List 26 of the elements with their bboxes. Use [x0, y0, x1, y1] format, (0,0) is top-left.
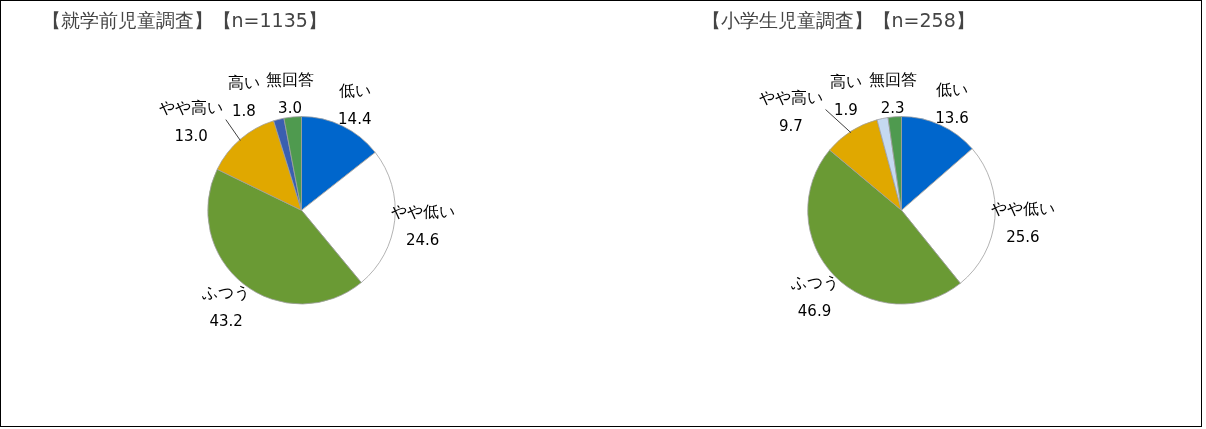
- data-label: 13.0: [174, 127, 208, 146]
- data-label: 9.7: [778, 117, 803, 136]
- data-label: 13.6: [935, 109, 969, 128]
- slice-label: ふつう: [789, 272, 839, 292]
- data-label: 14.4: [338, 110, 372, 129]
- slice-label: 低い: [338, 81, 371, 101]
- data-label: 25.6: [1006, 228, 1040, 247]
- slice-label: やや高い: [758, 88, 823, 108]
- slice-label: 高い: [829, 71, 862, 91]
- data-label: 24.6: [405, 230, 440, 249]
- slice-label: 低い: [936, 79, 968, 99]
- data-label: 2.3: [880, 98, 905, 117]
- data-label: 46.9: [797, 301, 832, 320]
- slice-label: やや高い: [159, 98, 224, 118]
- slice-label: ふつう: [201, 282, 251, 302]
- slice-label: やや低い: [990, 199, 1055, 219]
- slice-label: 無回答: [868, 69, 917, 89]
- data-label: 1.8: [231, 101, 256, 120]
- chart-title: 【小学生児童調査】【n=258】: [701, 8, 975, 31]
- chart-title: 【就学前児童調査】【n=1135】: [41, 8, 327, 31]
- data-label: 43.2: [209, 311, 243, 330]
- data-label: 1.9: [833, 100, 858, 119]
- data-label: 3.0: [278, 98, 302, 117]
- slice-label: 無回答: [266, 69, 315, 89]
- slice-label: やや低い: [390, 201, 455, 221]
- slice-label: 高い: [227, 72, 260, 92]
